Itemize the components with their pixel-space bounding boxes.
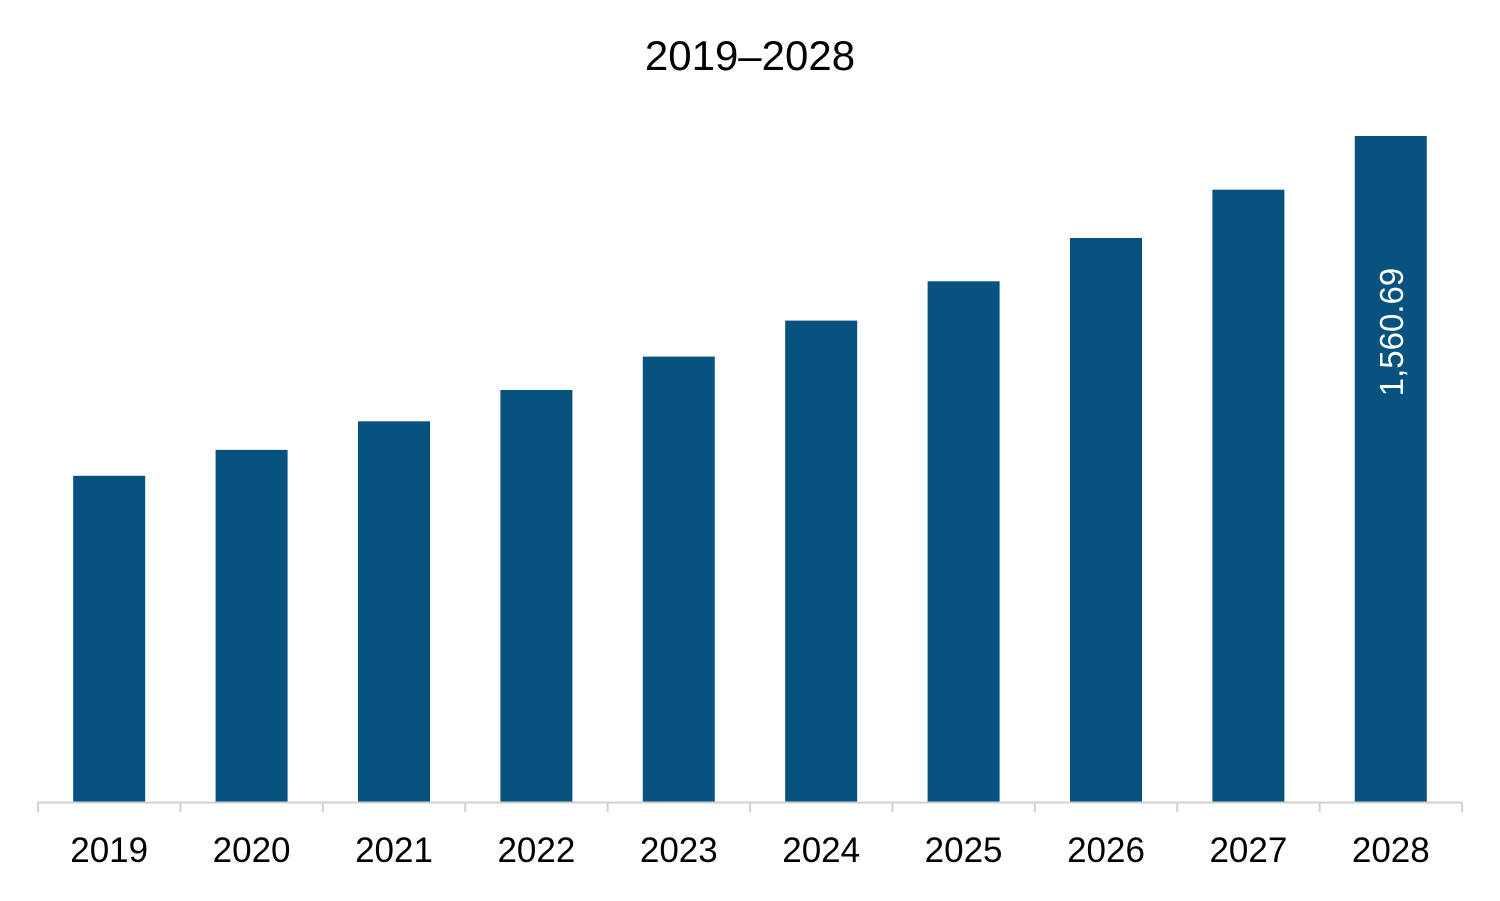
bar-2026 [1070, 238, 1142, 802]
bar-2020 [215, 449, 288, 802]
x-tick-label-2023: 2023 [640, 831, 718, 870]
x-tick-label-2028: 2028 [1352, 831, 1430, 870]
x-axis [37, 801, 1463, 812]
x-tick-label-2021: 2021 [355, 831, 433, 870]
chart-title: 2019–2028 [644, 32, 856, 79]
x-tick-label-2022: 2022 [497, 831, 575, 870]
bar-2028 [1354, 136, 1427, 802]
bar-2027 [1212, 189, 1285, 802]
bar-2022 [500, 390, 573, 802]
data-label-2028: 1,560.69 [1373, 268, 1410, 396]
x-tick-label-2020: 2020 [213, 831, 291, 870]
x-tick-label-2019: 2019 [70, 831, 148, 870]
bar-2024 [785, 320, 858, 802]
bars-layer [73, 136, 1427, 802]
bar-2019 [73, 475, 146, 802]
bar-2025 [927, 281, 1000, 802]
labels-layer: 2019 2020 2021 2022 2023 2024 2025 2026 2027 2028… [70, 268, 1429, 870]
x-tick-label-2027: 2027 [1209, 831, 1287, 870]
bar-2023 [642, 356, 715, 802]
x-tick-label-2025: 2025 [925, 831, 1003, 870]
x-tick-label-2024: 2024 [782, 831, 860, 870]
bar-2021 [358, 421, 430, 802]
x-tick-label-2026: 2026 [1067, 831, 1145, 870]
